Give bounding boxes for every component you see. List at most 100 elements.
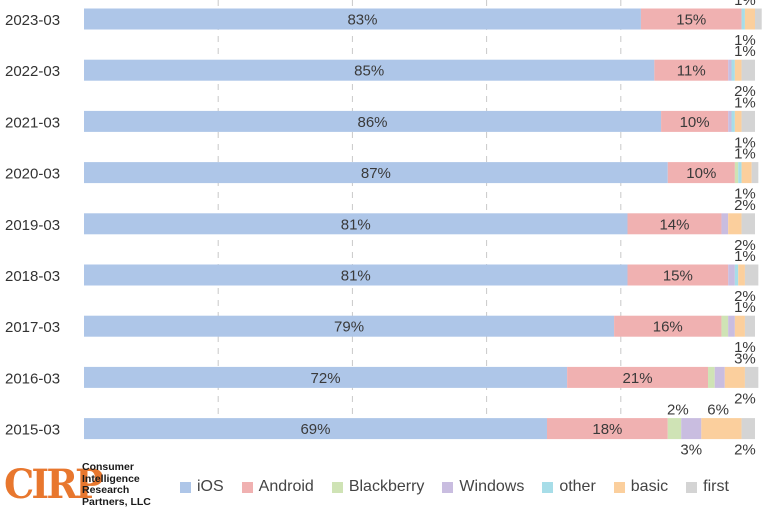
callout-label: 1% bbox=[734, 146, 756, 163]
bar-segment-basic bbox=[735, 60, 742, 81]
legend-label: Android bbox=[259, 478, 314, 496]
bar-segment-blackberry bbox=[735, 162, 738, 183]
legend-item-basic: basic bbox=[614, 478, 668, 496]
data-label: 83% bbox=[347, 12, 377, 29]
bar-segment-first bbox=[745, 316, 755, 337]
chart-legend: iOS Android Blackberry Windows other basic fir… bbox=[180, 476, 747, 498]
category-label: 2020-03 bbox=[5, 166, 60, 183]
bar-segment-basic bbox=[745, 9, 755, 30]
legend-swatch bbox=[686, 482, 697, 493]
callout-label: 2% bbox=[734, 390, 756, 407]
logo-line-1: Consumer bbox=[82, 462, 162, 474]
bar-segment-other bbox=[738, 162, 741, 183]
legend-item-android: Android bbox=[242, 478, 314, 496]
data-label: 69% bbox=[300, 421, 330, 438]
stacked-bar-chart: 2023-03 2022-03 2021-03 2020-03 2019-03 2018-… bbox=[0, 0, 768, 460]
callout-label: 1% bbox=[734, 94, 756, 111]
bar-segment-basic bbox=[725, 367, 745, 388]
bar-segment-windows bbox=[715, 367, 725, 388]
data-label: 81% bbox=[341, 268, 371, 285]
bar-segment-first bbox=[742, 111, 755, 132]
bar-segment-other bbox=[732, 111, 735, 132]
bar-segment-first bbox=[742, 60, 755, 81]
callout-label: 1% bbox=[734, 299, 756, 316]
bar-segment-first bbox=[752, 162, 759, 183]
bar-segment-blackberry bbox=[721, 316, 728, 337]
callout-label: 1% bbox=[734, 0, 756, 9]
cirp-logo: CIRP Consumer Intelligence Research Part… bbox=[4, 462, 154, 508]
category-label: 2019-03 bbox=[5, 217, 60, 234]
data-label: 87% bbox=[361, 165, 391, 182]
legend-swatch bbox=[180, 482, 191, 493]
category-label: 2022-03 bbox=[5, 63, 60, 80]
logo-line-4: Partners, LLC bbox=[82, 497, 162, 509]
data-label: 14% bbox=[659, 216, 689, 233]
legend-swatch bbox=[542, 482, 553, 493]
callout-label: 1% bbox=[734, 43, 756, 60]
data-label: 86% bbox=[358, 114, 388, 131]
data-label: 11% bbox=[677, 63, 706, 80]
legend-label: other bbox=[559, 478, 595, 496]
callout-label: 2% bbox=[734, 197, 756, 214]
bar-segment-windows bbox=[728, 316, 735, 337]
bar-segment-other bbox=[732, 60, 735, 81]
bar-segment-basic bbox=[738, 265, 745, 286]
logo-line-3: Research bbox=[82, 485, 162, 497]
data-label: 81% bbox=[341, 216, 371, 233]
data-label: 10% bbox=[680, 114, 710, 131]
bar-segment-basic bbox=[735, 316, 745, 337]
legend-item-blackberry: Blackberry bbox=[332, 478, 425, 496]
bar-segment-windows bbox=[721, 213, 728, 234]
legend-swatch bbox=[442, 482, 453, 493]
bar-segment-windows bbox=[728, 265, 735, 286]
bar-segment-windows bbox=[728, 111, 731, 132]
legend-label: basic bbox=[631, 478, 668, 496]
bar-segment-first bbox=[745, 265, 758, 286]
category-label: 2016-03 bbox=[5, 370, 60, 387]
legend-swatch bbox=[332, 482, 343, 493]
data-label: 10% bbox=[686, 165, 716, 182]
data-label: 21% bbox=[623, 370, 653, 387]
data-label: 85% bbox=[354, 63, 384, 80]
legend-label: first bbox=[703, 478, 729, 496]
category-label: 2018-03 bbox=[5, 268, 60, 285]
category-label: 2017-03 bbox=[5, 319, 60, 336]
bar-segment-blackberry bbox=[668, 418, 681, 439]
bar-segment-windows bbox=[681, 418, 701, 439]
category-label: 2023-03 bbox=[5, 12, 60, 29]
bar-segment-basic bbox=[728, 213, 741, 234]
data-label: 15% bbox=[676, 12, 706, 29]
data-label: 16% bbox=[653, 319, 683, 336]
bar-segment-basic bbox=[742, 162, 752, 183]
callout-label: 1% bbox=[734, 248, 756, 265]
bar-segment-basic bbox=[701, 418, 741, 439]
data-label: 15% bbox=[663, 268, 693, 285]
callout-label: 3% bbox=[734, 350, 756, 367]
legend-label: Windows bbox=[459, 478, 524, 496]
bar-segment-blackberry bbox=[708, 367, 715, 388]
bar-segment-basic bbox=[735, 111, 742, 132]
callout-label: 3% bbox=[680, 442, 702, 459]
bar-segment-other bbox=[742, 9, 745, 30]
callout-label: 2% bbox=[734, 442, 756, 459]
bar-segment-first bbox=[742, 213, 755, 234]
callout-label: 6% bbox=[707, 402, 729, 419]
data-label: 72% bbox=[311, 370, 341, 387]
category-label: 2021-03 bbox=[5, 114, 60, 131]
category-label: 2015-03 bbox=[5, 422, 60, 439]
category-axis-labels: 2023-03 2022-03 2021-03 2020-03 2019-03 2018-… bbox=[5, 12, 60, 439]
legend-item-other: other bbox=[542, 478, 595, 496]
legend-label: iOS bbox=[197, 478, 224, 496]
bar-segment-windows bbox=[728, 60, 731, 81]
legend-swatch bbox=[242, 482, 253, 493]
data-label: 18% bbox=[592, 421, 622, 438]
data-label: 79% bbox=[334, 319, 364, 336]
callout-label: 2% bbox=[667, 402, 689, 419]
legend-swatch bbox=[614, 482, 625, 493]
bar-segment-first bbox=[755, 9, 762, 30]
legend-item-first: first bbox=[686, 478, 729, 496]
bar-segment-other bbox=[735, 265, 738, 286]
bar-segment-first bbox=[745, 367, 758, 388]
cirp-logo-text: Consumer Intelligence Research Partners,… bbox=[82, 462, 162, 508]
legend-item-windows: Windows bbox=[442, 478, 524, 496]
